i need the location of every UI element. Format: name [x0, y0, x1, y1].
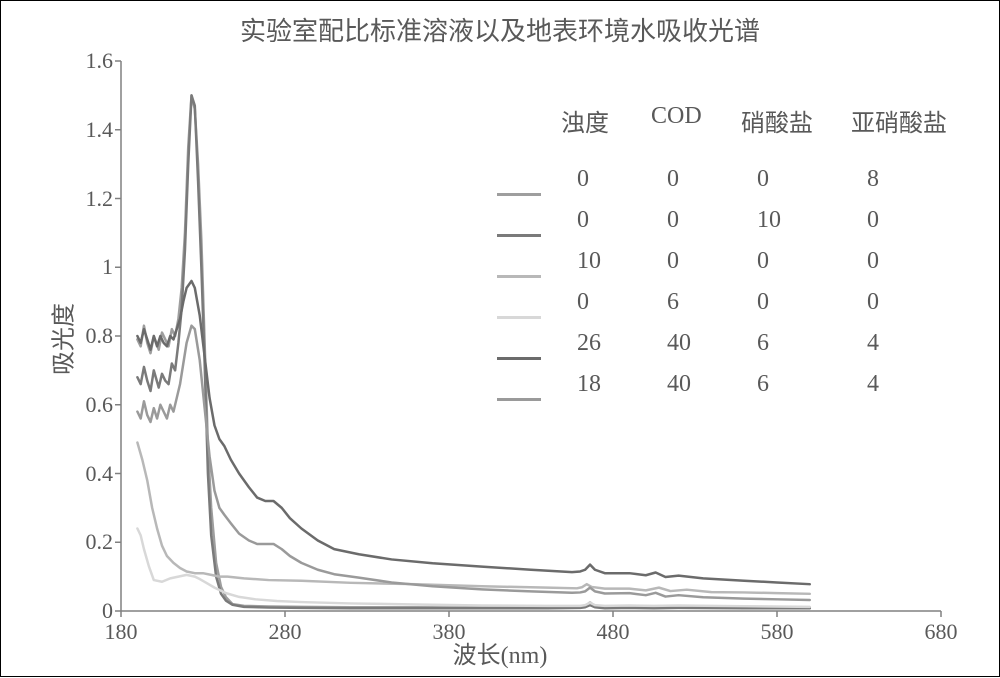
x-tick-label: 180 [105, 619, 138, 645]
y-tick-label: 0.2 [86, 529, 114, 555]
legend-header: COD [651, 103, 702, 130]
legend-value: 26 [577, 330, 601, 357]
y-tick-label: 1 [102, 254, 113, 280]
x-tick-label: 580 [761, 619, 794, 645]
legend-value: 0 [757, 166, 769, 193]
legend-value: 0 [667, 207, 679, 234]
series-line [137, 529, 809, 607]
legend-value: 0 [757, 289, 769, 316]
legend-value: 4 [867, 330, 879, 357]
legend-swatch [497, 303, 551, 330]
legend-value: 0 [757, 248, 769, 275]
y-tick-label: 1.2 [86, 186, 114, 212]
y-tick-label: 0.4 [86, 461, 114, 487]
legend-value: 0 [867, 207, 879, 234]
legend-value: 6 [667, 289, 679, 316]
legend-swatch [497, 344, 551, 371]
legend-value: 4 [867, 371, 879, 398]
legend-swatch [497, 385, 551, 412]
series-line [137, 326, 809, 600]
legend-swatch [497, 221, 551, 248]
x-tick-label: 380 [433, 619, 466, 645]
legend-value: 40 [667, 330, 691, 357]
x-tick-label: 480 [597, 619, 630, 645]
y-tick-label: 1.4 [86, 117, 114, 143]
y-tick-label: 1.6 [86, 48, 114, 74]
x-tick-label: 280 [269, 619, 302, 645]
legend-value: 0 [577, 207, 589, 234]
y-tick-label: 0.8 [86, 323, 114, 349]
legend-value: 10 [757, 207, 781, 234]
legend-swatch [497, 180, 551, 207]
legend-value: 0 [577, 289, 589, 316]
legend-value: 6 [757, 371, 769, 398]
legend-header: 亚硝酸盐 [851, 103, 947, 138]
legend-value: 0 [577, 166, 589, 193]
legend-header: 浊度 [561, 103, 609, 138]
series-line [137, 281, 809, 584]
legend-swatch [497, 262, 551, 289]
legend-value: 18 [577, 371, 601, 398]
legend-value: 10 [577, 248, 601, 275]
series-line [137, 443, 809, 594]
legend-value: 8 [867, 166, 879, 193]
legend-value: 0 [667, 166, 679, 193]
chart-container: 实验室配比标准溶液以及地表环境水吸收光谱 吸光度 波长(nm) 00.20.40… [0, 0, 1000, 677]
legend-value: 0 [867, 248, 879, 275]
legend-header: 硝酸盐 [741, 103, 813, 138]
legend-value: 40 [667, 371, 691, 398]
y-tick-label: 0.6 [86, 392, 114, 418]
x-tick-label: 680 [925, 619, 958, 645]
legend-value: 6 [757, 330, 769, 357]
legend-value: 0 [667, 248, 679, 275]
legend-value: 0 [867, 289, 879, 316]
